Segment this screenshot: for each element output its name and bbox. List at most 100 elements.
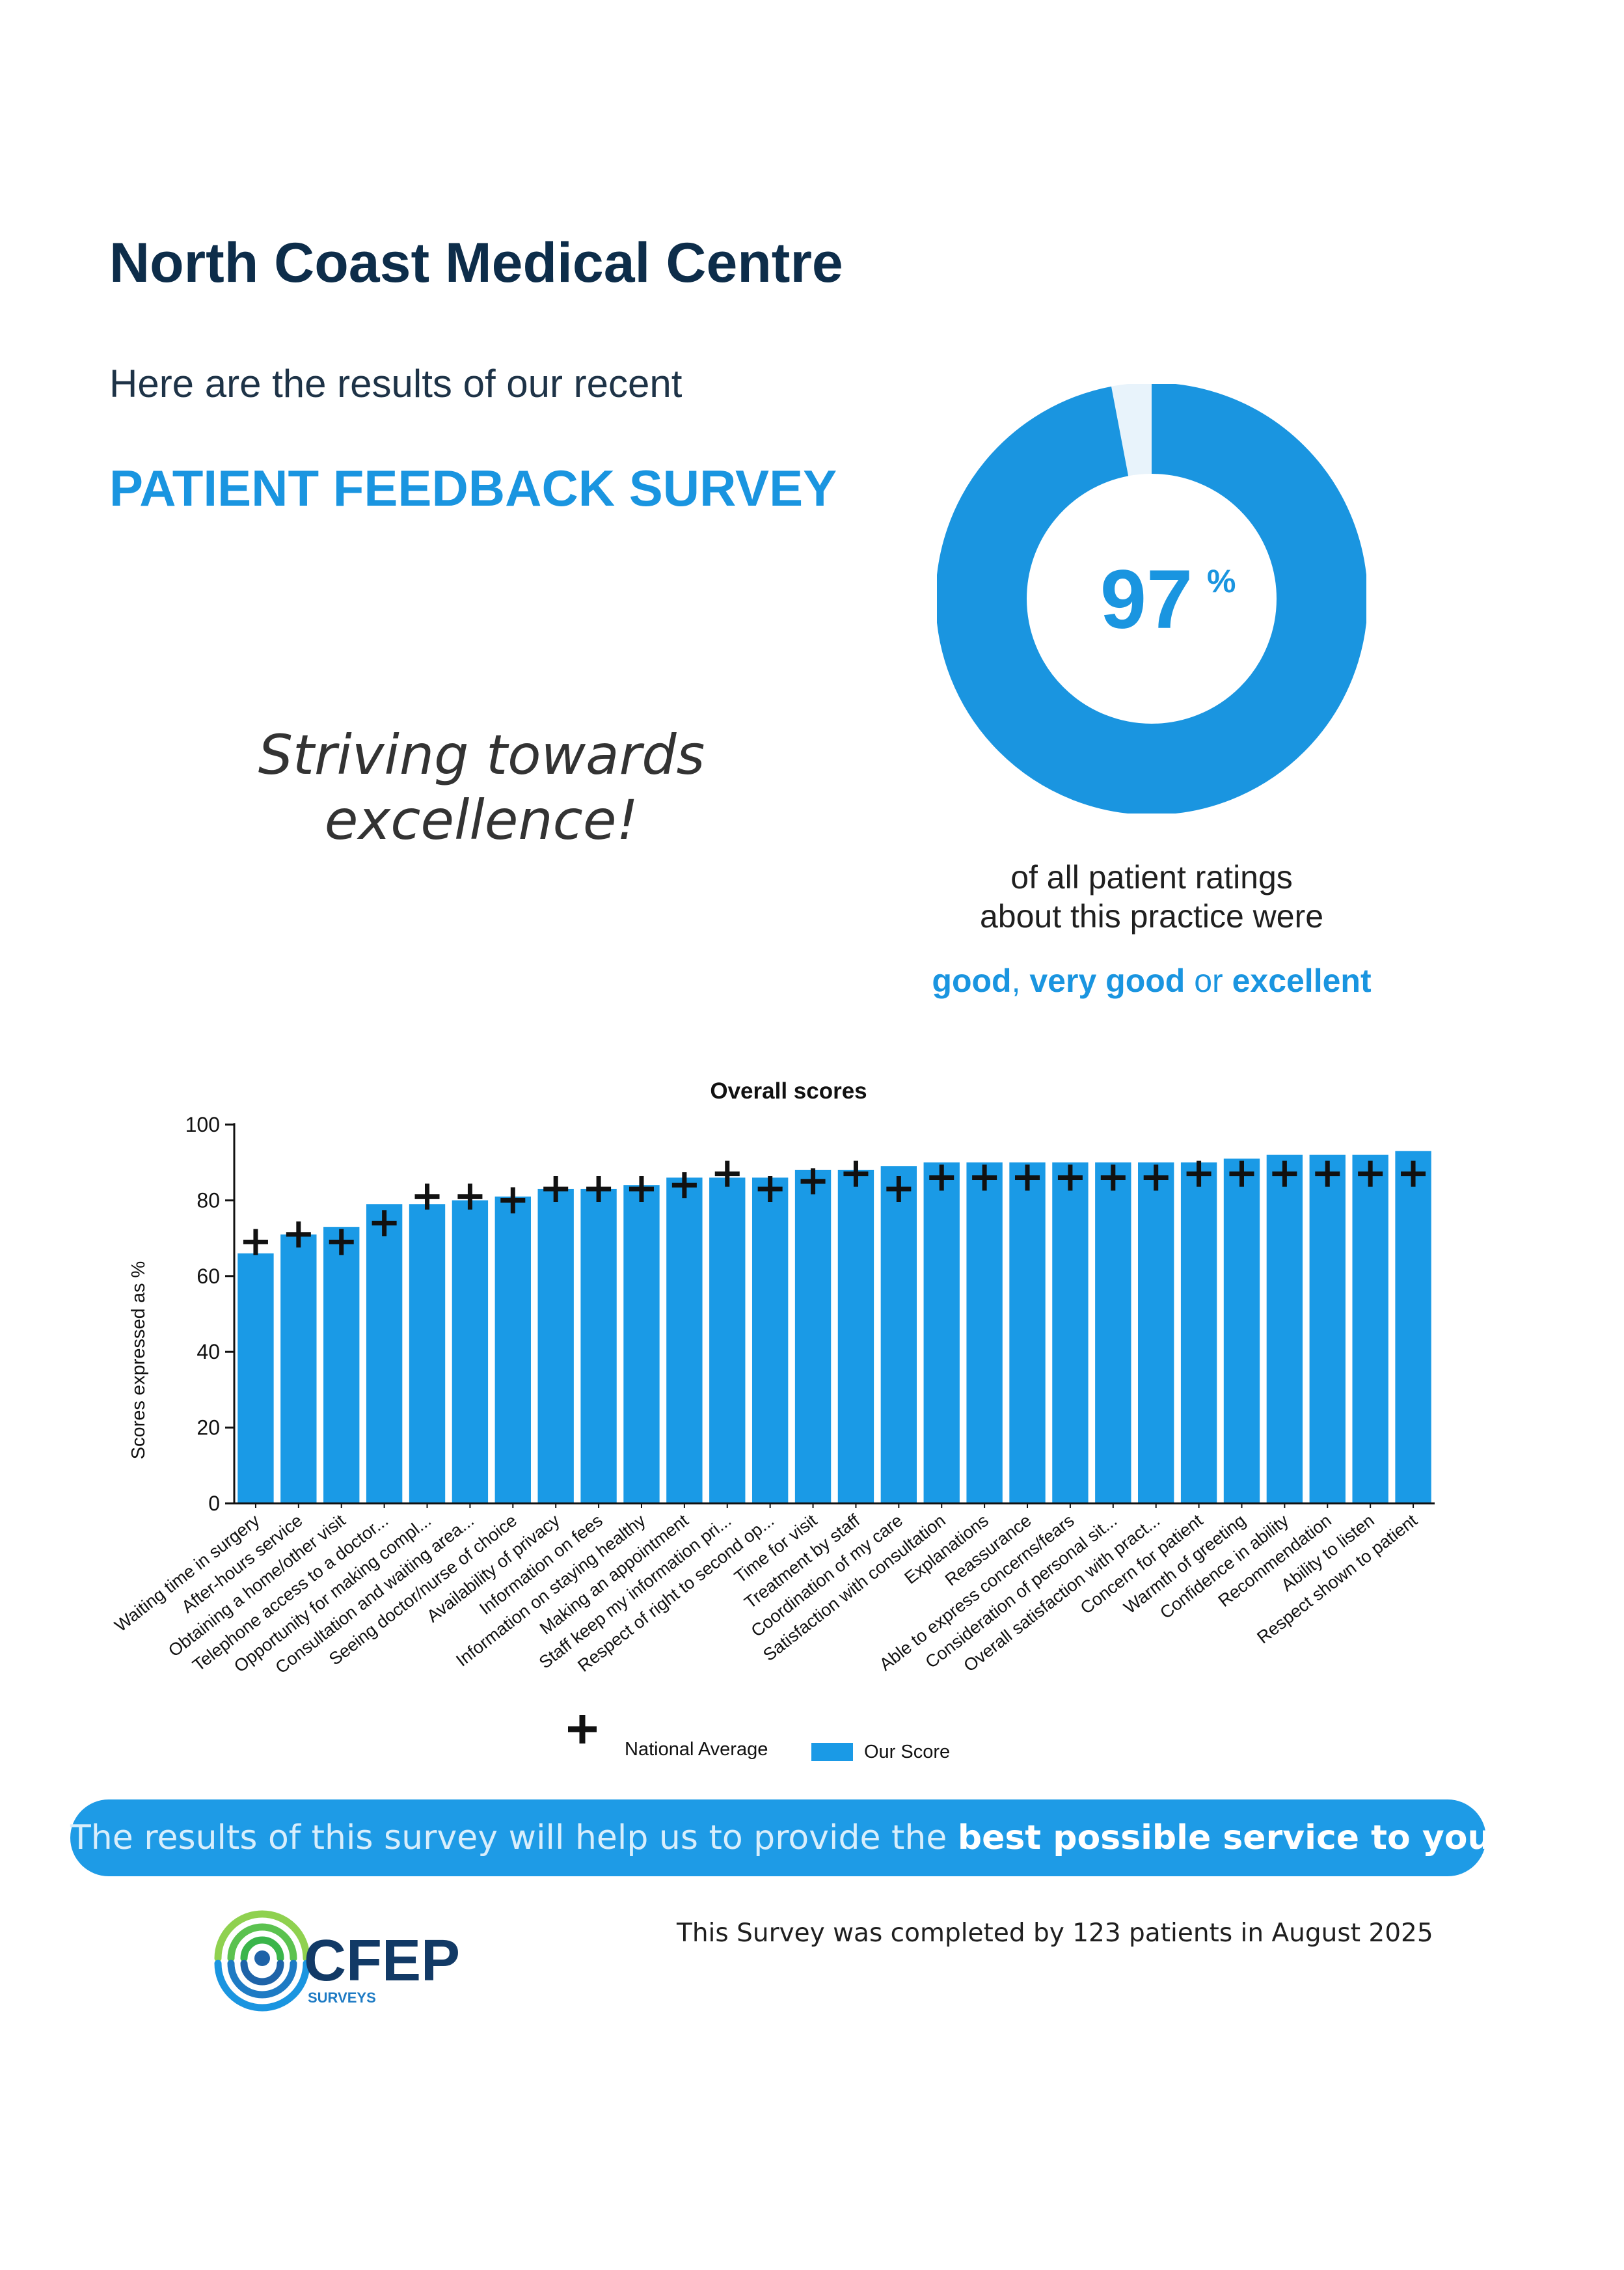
legend-national-marker [568,1715,597,1744]
y-tick-label-20: 20 [196,1416,220,1440]
national-average-marker-25 [1272,1160,1297,1187]
donut-arc [937,384,1366,814]
bar-14 [794,1169,832,1503]
tagline-line2: excellence! [324,788,639,852]
bar-20 [1052,1162,1089,1503]
bar-10 [623,1185,660,1503]
national-average-marker-11 [671,1172,697,1199]
intro-text: Here are the results of our recent [109,362,683,405]
cfep-logo: CFEP SURVEYS [214,1910,459,2012]
bar-9 [580,1188,617,1503]
page-title: North Coast Medical Centre [109,232,843,294]
bar-12 [709,1177,746,1503]
bar-11 [666,1177,703,1503]
bar-26 [1309,1155,1346,1503]
bar-19 [1009,1162,1046,1503]
national-average-marker-22 [1143,1164,1169,1191]
legend-our-score-label: Our Score [864,1742,950,1762]
cfep-rings-icon [214,1910,310,2012]
bar-18 [966,1162,1003,1503]
national-average-marker-19 [1015,1164,1040,1191]
national-average-marker-28 [1401,1160,1426,1187]
rating-good: good [932,963,1012,999]
bar-7 [494,1196,531,1503]
national-average-markers [243,1160,1426,1255]
y-tick-label-80: 80 [196,1188,220,1212]
chart-title: Overall scores [710,1078,867,1104]
bar-1 [237,1253,274,1503]
rating-very-good: very good [1029,963,1185,999]
national-average-marker-4 [372,1210,397,1237]
footer-banner: The results of this survey will help us … [70,1799,1491,1876]
national-average-marker-14 [800,1168,826,1195]
national-average-marker-17 [929,1164,954,1191]
donut-percent-sign: % [1207,563,1236,599]
chart-legend: National Average Our Score [568,1715,950,1762]
rating-sep-1: , [1011,963,1030,999]
national-average-marker-27 [1358,1160,1383,1187]
y-tick-label-0: 0 [208,1492,220,1515]
tagline: Striving towards excellence! [247,722,716,853]
ratings-categories: good, very good or excellent [872,962,1431,1000]
donut-value: 97 [1100,553,1193,646]
bar-24 [1223,1158,1260,1503]
survey-completion-note: This Survey was completed by 123 patient… [677,1919,1433,1948]
ratings-line2: about this practice were [979,898,1324,935]
bar-2 [280,1234,317,1503]
national-average-marker-23 [1186,1160,1211,1187]
rating-excellent: excellent [1232,963,1372,999]
ratings-line1: of all patient ratings [1010,859,1293,896]
national-average-marker-5 [414,1183,440,1210]
y-axis-label: Scores expressed as % [128,1261,149,1460]
bar-27 [1352,1155,1388,1503]
national-average-marker-12 [714,1160,740,1187]
bar-21 [1095,1162,1131,1503]
national-average-marker-7 [500,1187,526,1214]
cfep-logo-subtext: SURVEYS [308,1990,376,2006]
banner-text-bold: best possible service to you [957,1818,1492,1857]
axes-group: 0 20 40 60 80 100 [185,1113,1435,1515]
cfep-logo-text: CFEP [304,1928,459,1993]
bar-5 [409,1204,446,1503]
bar-22 [1138,1162,1174,1503]
rating-sep-2: or [1185,963,1232,999]
national-average-marker-24 [1229,1160,1254,1187]
national-average-marker-2 [286,1221,311,1248]
national-average-marker-20 [1057,1164,1083,1191]
bar-4 [366,1204,403,1503]
national-average-marker-6 [457,1183,483,1210]
bar-8 [537,1188,574,1503]
national-average-marker-10 [629,1175,654,1202]
national-average-marker-8 [543,1175,569,1202]
bar-25 [1266,1155,1303,1503]
national-average-marker-1 [243,1229,268,1255]
national-average-marker-26 [1315,1160,1340,1187]
y-tick-label-60: 60 [196,1265,220,1288]
national-average-marker-16 [886,1175,912,1202]
y-tick-label-100: 100 [185,1113,220,1136]
bar-23 [1180,1162,1217,1503]
national-average-marker-9 [586,1175,612,1202]
y-tick-label-40: 40 [196,1340,220,1363]
bar-17 [923,1162,960,1503]
overall-scores-chart: Overall scores Scores expressed as % 0 20… [111,1078,1435,1762]
bar-3 [323,1227,360,1503]
legend-national-label: National Average [625,1739,768,1760]
national-average-marker-18 [972,1164,997,1191]
bars-group [237,1151,1431,1503]
satisfaction-donut: 97 % [937,384,1366,814]
bar-6 [452,1200,489,1503]
legend-our-score-swatch [811,1743,853,1761]
national-average-marker-21 [1100,1164,1126,1191]
bar-16 [880,1166,917,1503]
banner-text: The results of this survey will help us … [70,1799,1491,1876]
tagline-line1: Striving towards [258,723,705,787]
bar-28 [1395,1151,1431,1503]
ratings-caption: of all patient ratings about this practi… [872,858,1431,936]
banner-text-plain: The results of this survey will help us … [70,1818,958,1857]
national-average-marker-13 [757,1175,783,1202]
bar-13 [751,1177,789,1503]
bar-15 [837,1169,874,1503]
survey-title: PATIENT FEEDBACK SURVEY [109,459,837,517]
